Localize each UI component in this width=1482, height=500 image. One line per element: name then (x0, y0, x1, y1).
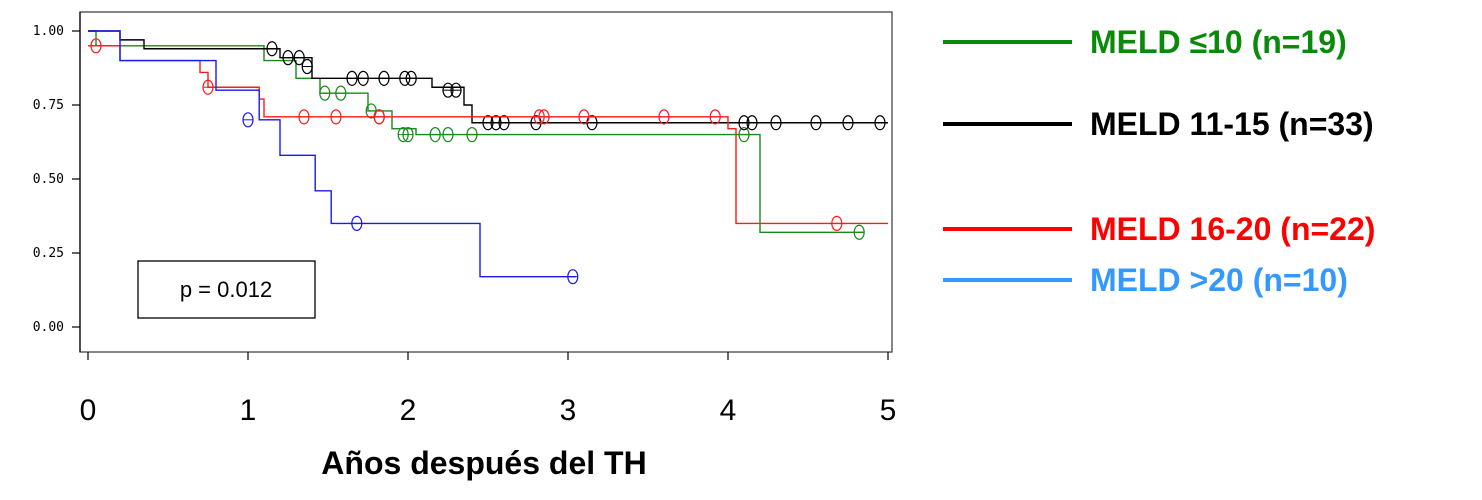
y-tick-label: 0.25 (33, 246, 64, 261)
y-tick-label: 0.00 (33, 320, 64, 335)
x-tick-label: 1 (240, 394, 257, 427)
plot-area (79, 11, 893, 353)
legend: MELD ≤10 (n=19) MELD 11-15 (n=33) MELD 16-… (943, 24, 1375, 298)
pvalue-text: p = 0.012 (180, 277, 272, 302)
series-line-3 (88, 30, 576, 278)
legend-label: MELD ≤10 (n=19) (1090, 24, 1347, 60)
x-tick-label: 5 (880, 394, 897, 427)
x-tick-label: 4 (720, 394, 737, 427)
series-layer (88, 30, 888, 285)
x-tick-label: 3 (560, 394, 577, 427)
y-tick-label: 0.50 (33, 172, 64, 187)
y-tick-label: 1.00 (33, 24, 64, 39)
y-tick-label: 0.75 (33, 98, 64, 113)
x-axis: 0 1 2 3 4 5 (80, 352, 897, 427)
pvalue-box: p = 0.012 (137, 260, 316, 319)
x-axis-label: Años después del TH (321, 445, 646, 481)
x-tick-label: 2 (400, 394, 417, 427)
legend-label: MELD 11-15 (n=33) (1090, 106, 1374, 142)
pvalue-frame (137, 260, 316, 319)
x-tick-label: 0 (80, 394, 97, 427)
legend-label: MELD >20 (n=10) (1090, 262, 1348, 298)
legend-label: MELD 16-20 (n=22) (1090, 211, 1375, 247)
y-axis: 0.00 0.25 0.50 0.75 1.00 (33, 24, 80, 335)
